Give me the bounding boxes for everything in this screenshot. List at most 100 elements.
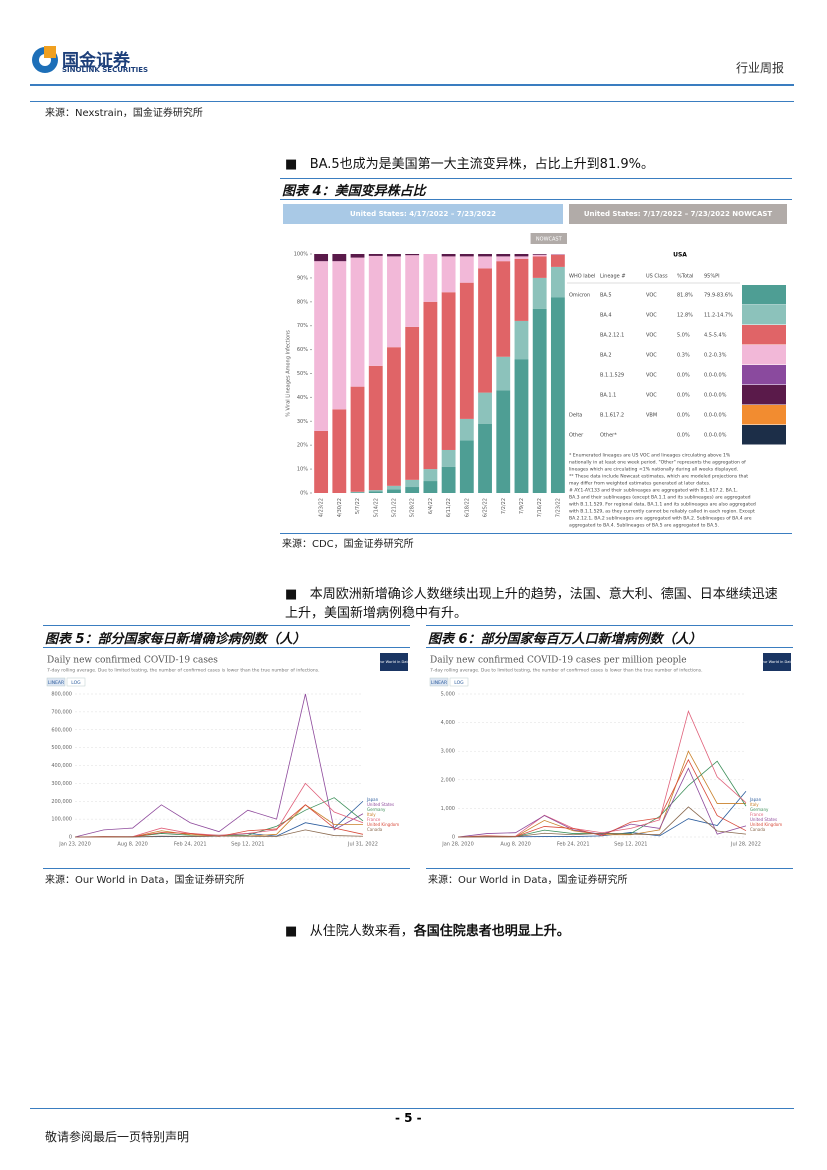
page-number: - 5 - [395,1111,422,1125]
x-tick-label: Aug 8, 2020 [117,842,147,848]
bar-segment [405,254,420,256]
y-tick-label: 100,000 [51,817,72,823]
chart: United States: 4/17/2022 – 7/23/2022 Unit… [283,204,787,529]
table-title: USA [673,252,687,259]
table-cell: 12.8% [677,313,693,319]
table-cell: 0.2-0.3% [704,353,727,359]
logo-icon [32,46,58,73]
x-tick-label: 6/18/22 [464,498,470,517]
series-line [457,709,747,838]
rule [43,868,410,869]
x-tick-label: 5/28/22 [410,498,416,517]
bar-segment [514,359,529,493]
x-tick-label: 7/16/22 [537,498,543,517]
legend-label: Canada [367,827,383,832]
swatch [742,365,786,385]
swatch [742,305,786,325]
x-tick-label: Aug 8, 2020 [500,842,530,848]
x-tick-label: Sep 12, 2021 [231,842,264,848]
footnote: * Enumerated lineages are US VOC and lin… [569,453,731,459]
rule [426,647,793,648]
x-tick-label: 6/25/22 [483,498,489,517]
series-line [74,797,364,838]
title-band [569,204,787,224]
header-rule [30,84,794,86]
bar-segment [532,308,547,493]
bar-segment [532,254,547,257]
legend-label: United Kingdom [750,822,782,827]
bar-segment [350,257,365,387]
series-line [457,758,747,838]
chart-title: Daily new confirmed COVID-19 cases [47,656,218,666]
y-tick-label: 1,000 [441,806,455,812]
source: 来源：Nexstrain，国金证券研究所 [45,108,203,119]
table-cell: 0.0% [677,373,690,379]
bar-segment [368,255,383,366]
x-tick-label: Sep 12, 2021 [614,842,647,848]
bar-segment [441,254,456,257]
bar-segment [496,256,511,262]
bar-segment [405,487,420,493]
bar-segment [423,301,438,470]
bullet: ■ BA.5也成为是美国第一大主流变异株，占比上升到81.9%。 [285,157,654,172]
y-tick-label: 0 [452,835,455,841]
y-tick-label: 70% [297,323,308,329]
bar-segment [387,256,401,348]
table-cell: VBM [646,413,657,419]
table-header: 95%PI [704,274,720,280]
table-cell: 0.0-0.0% [704,413,727,419]
x-tick-label: 5/21/22 [391,498,397,517]
table-cell: VOC [646,313,657,319]
x-tick-label: 5/14/22 [373,498,379,517]
bullet-text: 本周欧洲新增确诊人数继续出现上升的趋势，法国、意大利、德国、日本继续迅速上升，美… [285,587,778,621]
bar-segment [496,390,511,493]
swatch [742,425,786,445]
y-axis-label: % Viral Lineages Among Infections [286,330,292,417]
legend-label: Canada [750,827,766,832]
button [66,677,86,687]
nowcast-title: United States: 7/17/2022 – 7/23/2022 NOW… [584,210,773,218]
rule [43,625,410,626]
bar-segment [405,479,420,488]
button [429,677,449,687]
button-label: LINEAR [48,680,64,686]
legend-label: United States [367,802,394,807]
y-tick-label: 40% [297,395,308,401]
y-tick-label: 200,000 [51,799,72,805]
bar-segment [332,409,347,493]
footnote: BA.2.12.1, BA.2 sublineages are aggregat… [569,516,752,522]
table-cell: B.1.1.529 [600,373,624,379]
bullet: ■ 从住院人数来看，各国住院患者也明显上升。 [285,924,570,939]
table-cell: VOC [646,333,657,339]
x-tick-label: 7/23/22 [555,498,561,517]
bar-segment [514,254,529,257]
bar-segment [405,255,420,327]
x-tick-label: Jul 31, 2022 [347,842,378,848]
bar-segment [478,423,492,493]
rule [30,101,794,102]
table-cell: Omicron [569,293,590,299]
bar-segment [423,254,438,302]
series-line [457,767,747,838]
table-cell: 0.3% [677,353,690,359]
table-cell: 0.0% [677,393,690,399]
button [449,677,469,687]
button-label: LOG [71,680,81,686]
bar-segment [387,485,401,490]
table-cell: BA.4 [600,313,612,319]
footnote: lineages which are circulating <1% natio… [569,467,738,473]
x-tick-label: Jan 23, 2020 [58,842,91,848]
disclaimer: 敬请参阅最后一页特别声明 [45,1130,190,1144]
owid-logo [380,653,408,671]
table-cell: VOC [646,293,657,299]
rule [280,178,792,179]
bar-segment [459,256,474,283]
bar-segment [368,490,383,492]
button-label: LOG [454,680,464,686]
y-tick-label: 10% [297,467,308,473]
y-tick-label: 300,000 [51,781,72,787]
source: 来源：CDC，国金证券研究所 [282,539,414,550]
series-line [457,760,747,838]
series-line [74,804,363,838]
x-tick-label: 5/7/22 [355,498,361,514]
